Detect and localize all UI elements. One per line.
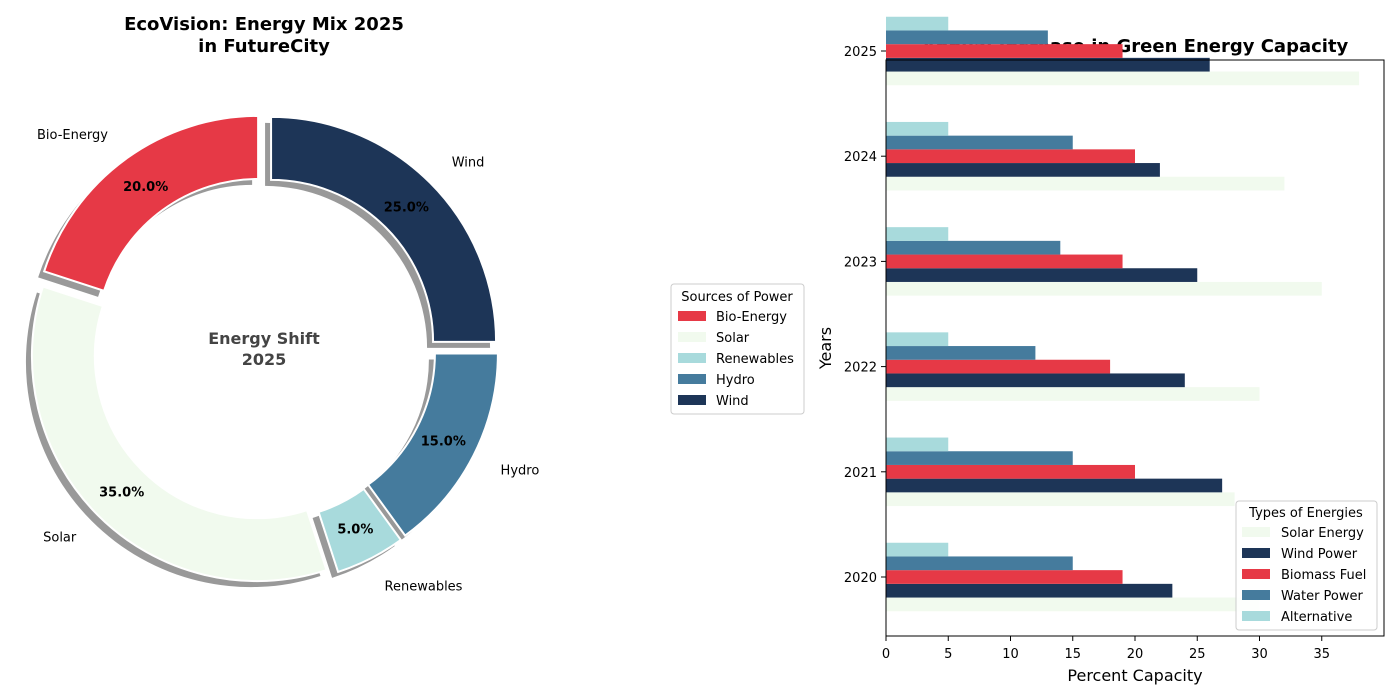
- bar-biomass-fuel-2022: [886, 359, 1111, 374]
- energies-legend-frame: [1235, 500, 1378, 631]
- energies-legend-label-biomass-fuel: Biomass Fuel: [1281, 568, 1366, 583]
- bar-solar-energy-2021: [886, 492, 1235, 507]
- bar-water-power-2024: [886, 135, 1073, 150]
- donut-chart: EcoVision: Energy Mix 2025 in FutureCity…: [25, 14, 539, 595]
- slice-renewables: [317, 487, 403, 574]
- sources-legend-label-wind: Wind: [716, 394, 749, 409]
- energies-legend-label-water-power: Water Power: [1281, 589, 1364, 604]
- donut-slices: [30, 114, 499, 583]
- y-tick-label-2020: 2020: [844, 571, 877, 586]
- sources-legend-title: Sources of Power: [681, 290, 793, 305]
- x-tick-label-5: 5: [944, 647, 952, 662]
- slice-pct-hydro: 15.0%: [421, 434, 466, 449]
- bar-solar-energy-2024: [886, 176, 1285, 191]
- bar-alternative-2025: [886, 16, 949, 31]
- energies-legend-label-alternative: Alternative: [1281, 610, 1352, 625]
- x-tick-label-30: 30: [1251, 647, 1268, 662]
- bar-solar-energy-2025: [886, 71, 1360, 86]
- bar-alternative-2023: [886, 227, 949, 241]
- x-tick-label-15: 15: [1064, 647, 1081, 662]
- sources-legend-label-renewables: Renewables: [716, 352, 794, 367]
- slice-solar: [30, 285, 328, 583]
- x-axis-label: Percent Capacity: [1067, 666, 1202, 685]
- bar-alternative-2022: [886, 332, 949, 347]
- bar-water-power-2025: [886, 30, 1048, 45]
- y-ticks: 2020 2021 2022 2023 2024 2025: [844, 45, 886, 586]
- y-axis-label: Years: [816, 327, 835, 370]
- bar-wind-power-2020: [886, 583, 1173, 598]
- sources-legend-swatch-renewables: [678, 353, 706, 363]
- sources-legend-label-hydro: Hydro: [716, 373, 755, 388]
- sources-legend-label-bio-energy: Bio-Energy: [716, 310, 787, 325]
- bar-water-power-2023: [886, 240, 1061, 255]
- slice-bio-energy: [42, 114, 260, 293]
- y-tick-label-2025: 2025: [844, 45, 877, 60]
- bar-water-power-2022: [886, 346, 1036, 360]
- bar-wind-power-2021: [886, 478, 1223, 493]
- bar-solar-energy-2023: [886, 281, 1322, 296]
- energies-legend-swatch-alternative: [1242, 611, 1270, 621]
- slice-label-renewables: Renewables: [385, 580, 463, 595]
- donut-labels: Bio-Energy 20.0% Solar 35.0% Renewables 5.0% H…: [37, 128, 539, 594]
- donut-title-line1: EcoVision: Energy Mix 2025: [124, 14, 404, 35]
- energies-legend-swatch-water-power: [1242, 590, 1270, 600]
- sources-legend-swatch-wind: [678, 395, 706, 405]
- slice-label-hydro: Hydro: [501, 464, 540, 479]
- bar-series: [886, 16, 1360, 612]
- slice-wind: [270, 115, 498, 343]
- x-tick-label-10: 10: [1002, 647, 1019, 662]
- bar-alternative-2024: [886, 121, 949, 136]
- sources-legend-swatch-bio-energy: [678, 311, 706, 321]
- bar-wind-power-2025: [886, 57, 1210, 72]
- bar-wind-power-2022: [886, 373, 1185, 388]
- bar-chart: Annual Increase in Green Energy Capacity…: [816, 16, 1385, 685]
- x-tick-label-20: 20: [1127, 647, 1144, 662]
- energies-legend-swatch-solar-energy: [1242, 527, 1270, 537]
- x-tick-label-0: 0: [882, 647, 890, 662]
- x-ticks: 0 5 10 15 20 25 30 35: [882, 636, 1330, 662]
- slice-hydro: [366, 352, 499, 537]
- slice-pct-wind: 25.0%: [384, 201, 429, 216]
- energies-legend-title: Types of Energies: [1248, 506, 1363, 521]
- slice-pct-bio-energy: 20.0%: [123, 180, 168, 195]
- slice-label-wind: Wind: [452, 155, 485, 170]
- bar-solar-energy-2022: [886, 387, 1260, 401]
- energies-legend-label-wind-power: Wind Power: [1281, 547, 1358, 562]
- sources-legend-label-solar: Solar: [716, 331, 750, 346]
- bar-biomass-fuel-2021: [886, 464, 1135, 479]
- donut-center-line1: Energy Shift: [208, 329, 320, 348]
- energies-legend-swatch-biomass-fuel: [1242, 569, 1270, 579]
- bar-biomass-fuel-2025: [886, 44, 1123, 58]
- bar-wind-power-2024: [886, 163, 1160, 177]
- bar-wind-power-2023: [886, 268, 1198, 282]
- donut-center-line2: 2025: [242, 350, 287, 369]
- bar-biomass-fuel-2024: [886, 149, 1135, 164]
- bar-water-power-2020: [886, 556, 1073, 571]
- bar-biomass-fuel-2020: [886, 570, 1123, 584]
- energies-legend-swatch-wind-power: [1242, 548, 1270, 558]
- slice-label-bio-energy: Bio-Energy: [37, 128, 108, 143]
- sources-legend: Sources of Power Bio-Energy Solar Renewabl…: [670, 283, 805, 415]
- energies-legend-label-solar-energy: Solar Energy: [1281, 526, 1364, 541]
- bar-alternative-2021: [886, 437, 949, 452]
- energies-legend: Types of Energies Solar Energy Wind Power…: [1235, 500, 1378, 631]
- bar-biomass-fuel-2023: [886, 254, 1123, 269]
- sources-legend-swatch-solar: [678, 332, 706, 342]
- sources-legend-swatch-hydro: [678, 374, 706, 384]
- bar-solar-energy-2020: [886, 597, 1260, 612]
- x-tick-label-25: 25: [1189, 647, 1206, 662]
- y-tick-label-2022: 2022: [844, 361, 877, 376]
- slice-label-solar: Solar: [43, 531, 77, 546]
- slice-pct-solar: 35.0%: [99, 485, 144, 500]
- bar-alternative-2020: [886, 542, 949, 557]
- y-tick-label-2021: 2021: [844, 466, 877, 481]
- slice-pct-renewables: 5.0%: [337, 522, 373, 537]
- bar-water-power-2021: [886, 451, 1073, 465]
- y-tick-label-2024: 2024: [844, 150, 877, 165]
- x-tick-label-35: 35: [1313, 647, 1330, 662]
- y-tick-label-2023: 2023: [844, 255, 877, 270]
- donut-title-line2: in FutureCity: [198, 36, 330, 57]
